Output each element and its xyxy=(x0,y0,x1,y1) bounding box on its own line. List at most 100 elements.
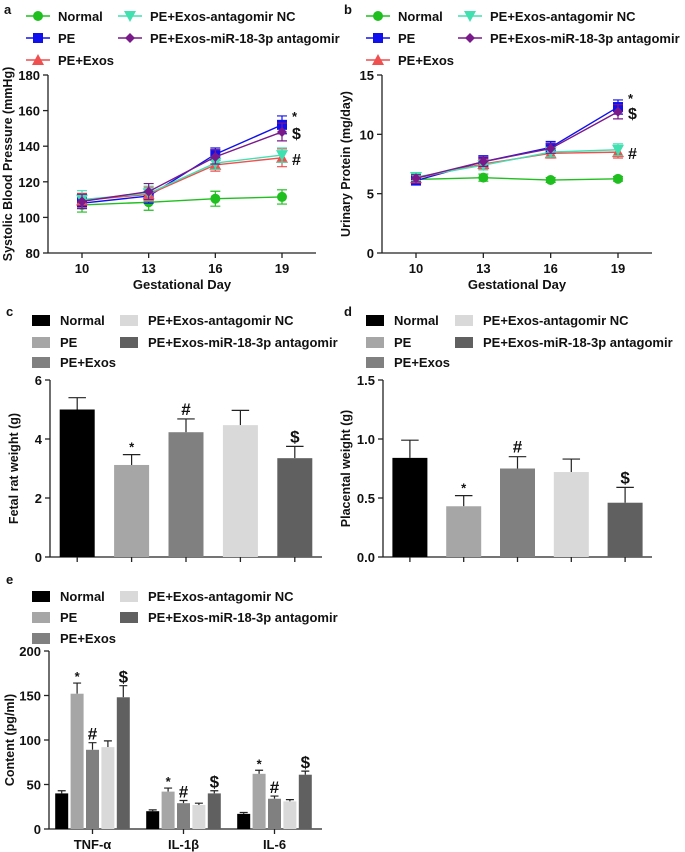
legend-marker xyxy=(32,54,44,65)
error-bar xyxy=(616,486,634,503)
bar-group: $ xyxy=(207,773,221,829)
legend-item: PE xyxy=(26,31,76,46)
legend-marker xyxy=(125,33,135,43)
significance-mark: $ xyxy=(628,106,637,123)
data-point xyxy=(478,156,489,167)
panel-a: a Normal PE PE+Exos PE+Exos-antagomir NC PE+E… xyxy=(1,2,340,292)
error-bar xyxy=(255,769,264,774)
error-bar xyxy=(88,742,97,750)
series-pe-exos-mir-18-3p-antagomir xyxy=(411,104,623,184)
legend-item: PE+Exos-miR-18-3p antagomir xyxy=(120,335,338,350)
x-tick-label: 13 xyxy=(476,261,490,276)
bar xyxy=(177,803,190,829)
bar-group: * xyxy=(114,440,150,562)
series-line xyxy=(81,196,283,206)
y-tick-label: 0.5 xyxy=(357,491,375,506)
legend-label: PE+Exos-antagomir NC xyxy=(483,313,629,328)
legend-item: PE+Exos xyxy=(26,53,114,68)
x-tick-label: 19 xyxy=(611,261,625,276)
bar-group: * xyxy=(446,481,482,562)
bar-group: $ xyxy=(116,668,130,829)
data-point xyxy=(210,151,221,162)
significance-mark: $ xyxy=(119,668,129,687)
legend-marker xyxy=(372,54,384,65)
bar xyxy=(207,793,221,829)
legend-item: PE+Exos-antagomir NC xyxy=(118,9,296,24)
legend-swatch xyxy=(366,315,384,326)
bar-group xyxy=(146,809,160,829)
bar-group: # xyxy=(268,778,281,829)
bar xyxy=(553,472,589,557)
y-tick-label: 80 xyxy=(26,246,40,261)
legend-label: PE+Exos-miR-18-3p antagomir xyxy=(490,31,680,46)
bar xyxy=(277,458,313,557)
bar-group: * xyxy=(70,669,84,829)
data-point xyxy=(545,175,556,186)
y-tick-label: 4 xyxy=(35,432,43,447)
legend-label: PE+Exos-antagomir NC xyxy=(148,313,294,328)
legend-item: PE+Exos xyxy=(366,355,450,370)
bar-group: # xyxy=(168,400,204,562)
series-line xyxy=(415,176,619,181)
bar xyxy=(446,506,482,557)
error-bar xyxy=(57,790,66,794)
error-bar xyxy=(164,787,173,792)
legend-label: PE+Exos-miR-18-3p antagomir xyxy=(148,610,338,625)
data-point xyxy=(411,173,421,184)
bar xyxy=(70,693,84,829)
legend-swatch xyxy=(120,315,138,326)
data-point xyxy=(613,173,623,184)
y-tick-label: 150 xyxy=(19,689,41,704)
y-axis-label: Fetal rat weight (g) xyxy=(7,413,21,524)
error-bar xyxy=(194,802,203,805)
bar-group xyxy=(553,458,589,562)
y-tick-label: 15 xyxy=(360,68,374,83)
series-pe-exos-antagomir-nc xyxy=(410,143,624,184)
data-point xyxy=(210,193,221,204)
legend-marker xyxy=(465,33,475,43)
legend-item: PE xyxy=(32,610,78,625)
legend-swatch xyxy=(366,357,384,368)
data-point xyxy=(143,186,154,197)
error-bar xyxy=(239,811,248,814)
bar-group xyxy=(59,397,95,562)
legend-marker xyxy=(33,11,43,21)
y-axis-label: Placental weight (g) xyxy=(339,410,353,527)
error-bar xyxy=(119,685,128,698)
error-bar xyxy=(148,809,157,812)
error-bar xyxy=(562,458,581,473)
legend-item: PE+Exos-antagomir NC xyxy=(120,313,294,328)
bar xyxy=(161,791,175,829)
legend-label: PE+Exos-miR-18-3p antagomir xyxy=(148,335,338,350)
bar-group xyxy=(222,409,258,562)
x-tick-label: 10 xyxy=(409,261,423,276)
legend-label: PE+Exos xyxy=(60,631,116,646)
bar-group xyxy=(55,790,69,829)
error-bar xyxy=(231,409,250,426)
error-bar xyxy=(285,799,294,802)
bar-group: $ xyxy=(607,468,643,562)
legend-label: PE+Exos-antagomir NC xyxy=(490,9,636,24)
series-line xyxy=(81,157,283,202)
significance-mark: # xyxy=(179,783,189,802)
data-point xyxy=(478,172,489,183)
legend-label: PE+Exos-antagomir NC xyxy=(148,589,294,604)
legend-swatch xyxy=(455,337,473,348)
legend-marker xyxy=(373,33,383,43)
panel-label: e xyxy=(6,572,13,587)
legend-label: Normal xyxy=(398,9,443,24)
legend-swatch xyxy=(32,337,50,348)
y-tick-label: 2 xyxy=(35,491,42,506)
legend-swatch xyxy=(32,591,50,602)
error-bar xyxy=(122,454,141,465)
x-tick-label: 19 xyxy=(275,261,289,276)
bar-group: $ xyxy=(298,753,312,829)
panel-label: a xyxy=(4,2,12,17)
legend-item: PE+Exos-antagomir NC xyxy=(455,313,629,328)
bar-group: * xyxy=(252,756,266,829)
x-tick-label: 16 xyxy=(208,261,222,276)
y-tick-label: 1.0 xyxy=(357,432,375,447)
x-tick-label: 16 xyxy=(543,261,557,276)
x-axis-label: Gestational Day xyxy=(133,277,232,292)
significance-mark: # xyxy=(181,400,191,419)
